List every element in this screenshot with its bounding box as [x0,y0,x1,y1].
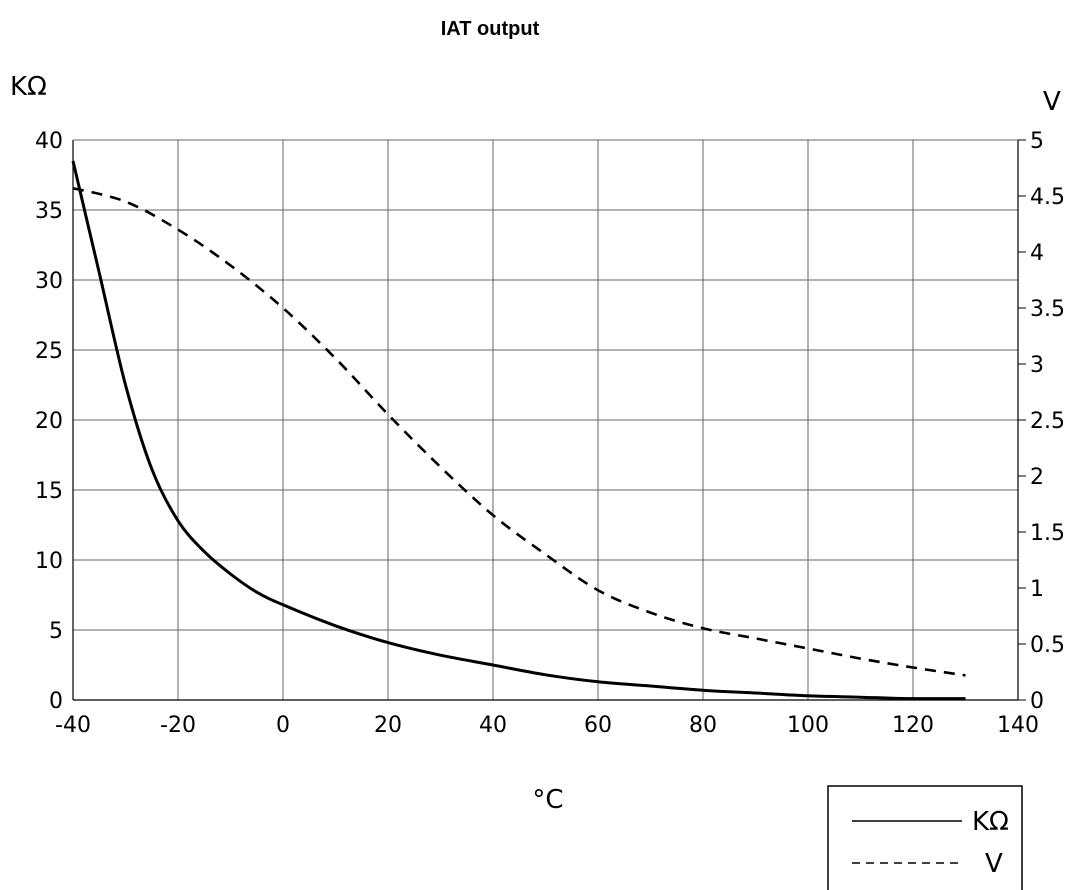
x-tick-label: -40 [55,713,91,738]
y-left-tick-label: 30 [35,269,63,294]
x-tick-label: -20 [160,713,196,738]
axes [72,139,1026,701]
x-tick-label: 20 [374,713,402,738]
y-right-tick-label: 5 [1030,129,1044,154]
left-axis-unit: KΩ [10,72,47,102]
x-tick-label: 40 [479,713,507,738]
x-tick-label: 80 [689,713,717,738]
y-left-tick-label: 10 [35,549,63,574]
y-right-tick-label: 0 [1030,689,1044,714]
y-right-tick-label: 2.5 [1030,409,1065,434]
series-line-kohm [71,160,966,701]
y-right-tick-label: 1.5 [1030,521,1065,546]
y-left-tick-label: 15 [35,479,63,504]
x-tick-label: 60 [584,713,612,738]
y-right-tick-label: 2 [1030,465,1044,490]
y-left-tick-label: 5 [49,619,63,644]
legend: KΩ V [827,785,1023,890]
x-tick-label: 100 [787,713,829,738]
y-left-tick-label: 25 [35,339,63,364]
y-left-tick-label: 35 [35,199,63,224]
y-right-tick-label: 4.5 [1030,185,1065,210]
legend-label-kohm: KΩ [972,807,1009,837]
y-left-tick-label: 40 [35,129,63,154]
x-axis-label: °C [532,785,563,815]
y-left-tick-label: 20 [35,409,63,434]
right-axis-unit: V [1043,87,1061,117]
tick-labels: -40 -20 0 20 40 60 80 100 120 1400510152025303540… [35,129,1065,738]
y-right-tick-label: 0.5 [1030,633,1065,658]
x-tick-label: 120 [892,713,934,738]
y-left-tick-label: 0 [49,689,63,714]
series-lines [71,160,966,701]
x-tick-label: 0 [276,713,290,738]
grid [72,139,1019,701]
y-right-tick-label: 4 [1030,241,1044,266]
y-right-tick-label: 1 [1030,577,1044,602]
y-right-tick-label: 3 [1030,353,1044,378]
series-line-v [72,186,966,677]
chart-title: IAT output [441,18,540,40]
legend-label-v: V [985,849,1003,879]
legend-box [827,785,1023,890]
y-right-tick-label: 3.5 [1030,297,1065,322]
x-tick-label: 140 [997,713,1039,738]
